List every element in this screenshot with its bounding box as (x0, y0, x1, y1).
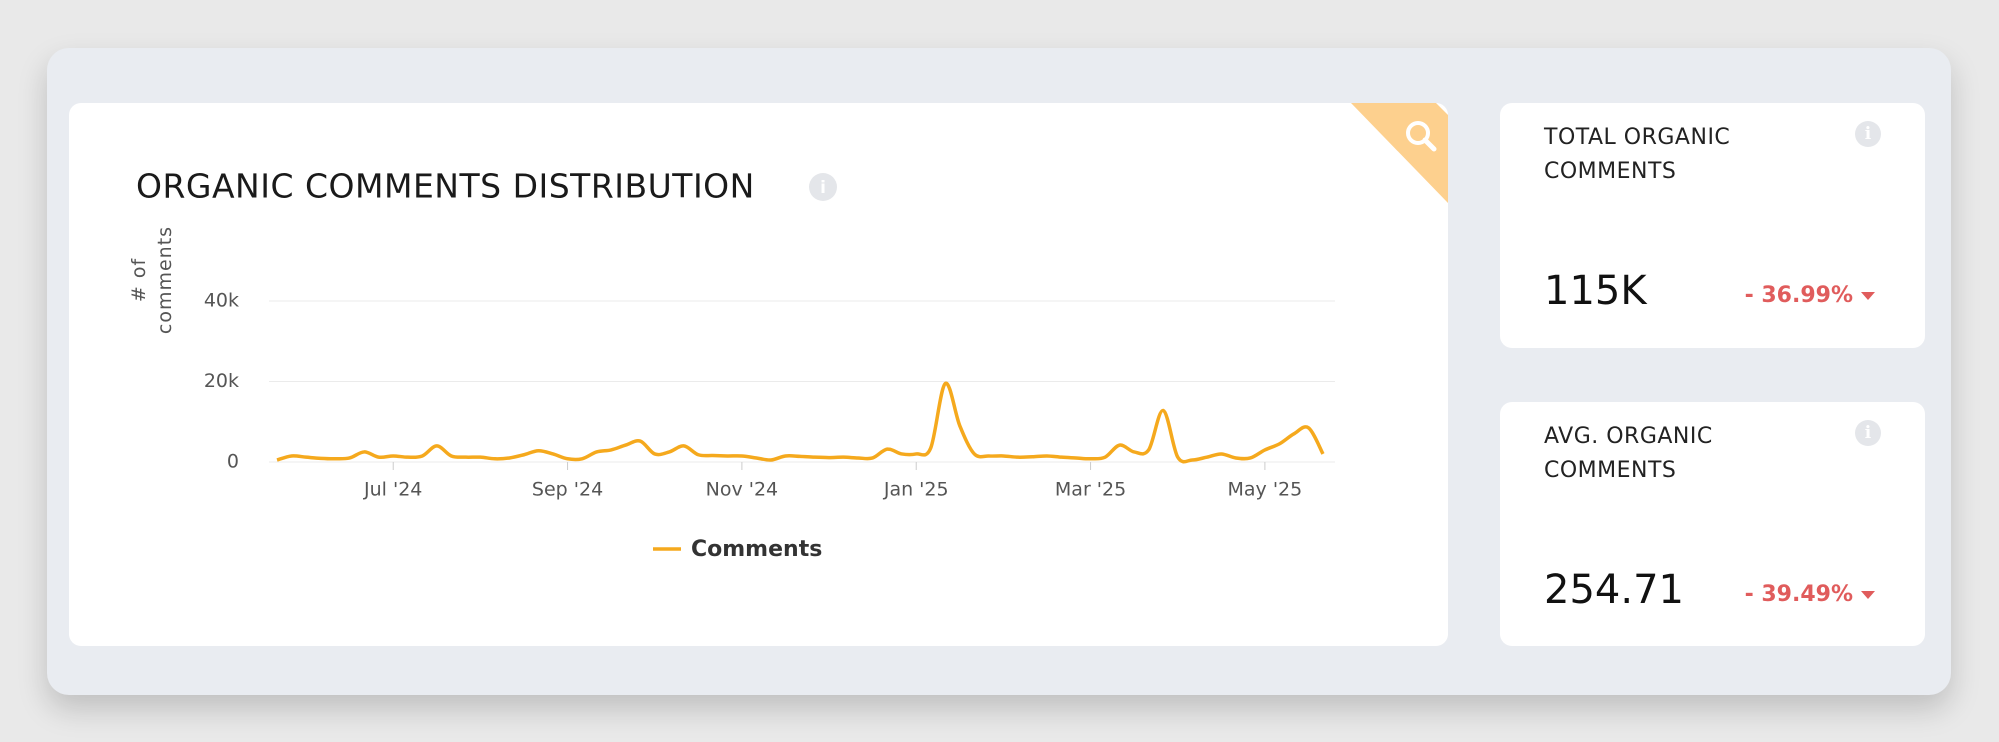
card-title: AVG. ORGANIC COMMENTS (1544, 424, 1713, 483)
card-title: TOTAL ORGANIC COMMENTS (1544, 125, 1731, 184)
card-value: 254.71 (1544, 567, 1684, 613)
x-tick-label: Nov '24 (706, 479, 779, 501)
search-icon (1422, 137, 1437, 152)
info-icon[interactable] (809, 173, 837, 201)
y-tick-label: 20k (204, 370, 239, 392)
info-icon[interactable]: i (1855, 420, 1881, 446)
card-change: - 39.49% (1745, 582, 1875, 607)
legend-label: Comments (691, 537, 822, 562)
y-tick-label: 40k (204, 290, 239, 312)
search-icon (1406, 121, 1430, 145)
x-tick-label: May '25 (1228, 479, 1303, 501)
info-icon[interactable]: i (1855, 121, 1881, 147)
x-tick-label: Jan '25 (883, 479, 949, 501)
data-line (276, 381, 1325, 464)
x-tick-label: Jul '24 (363, 479, 422, 501)
chart-title: ORGANIC COMMENTS DISTRIBUTION (136, 167, 755, 206)
stat-card: TOTAL ORGANIC COMMENTS i 115K - 36.99% (1500, 103, 1925, 348)
x-tick-label: Sep '24 (532, 479, 603, 501)
x-tick-label: Mar '25 (1055, 479, 1126, 501)
info-icon: i (820, 178, 826, 198)
stat-card: AVG. ORGANIC COMMENTS i 254.71 - 39.49% (1500, 402, 1925, 646)
corner-badge[interactable] (1351, 103, 1448, 203)
card-change: - 36.99% (1745, 283, 1875, 308)
y-axis-title: # of comments (128, 225, 176, 335)
y-tick-label: 0 (227, 451, 239, 473)
card-value: 115K (1544, 268, 1647, 314)
chart-card (69, 103, 1448, 646)
